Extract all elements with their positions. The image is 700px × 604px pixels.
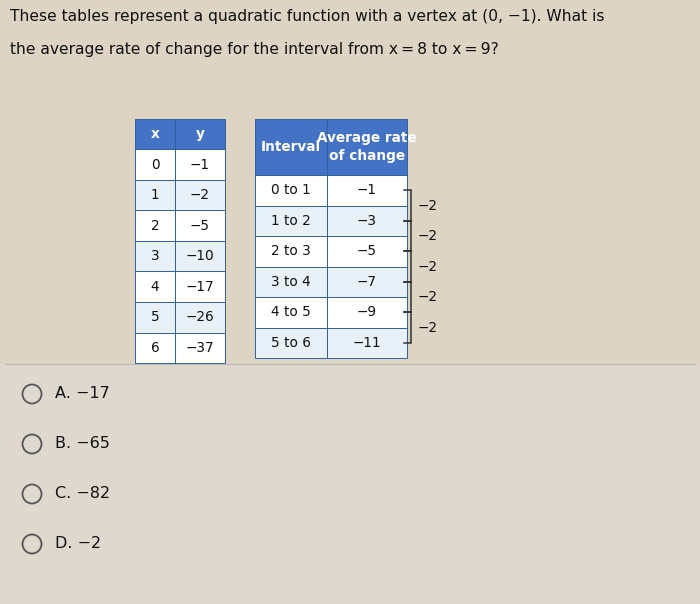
Bar [135,332,175,363]
Bar [327,205,407,236]
Text: −2: −2 [418,321,438,335]
Bar [175,150,225,180]
Text: −26: −26 [186,310,214,324]
Circle shape [22,484,41,504]
Bar [327,266,407,297]
Bar [135,302,175,332]
Text: 3 to 4: 3 to 4 [271,275,311,289]
Text: −3: −3 [357,214,377,228]
Text: 4: 4 [150,280,160,294]
Bar [255,327,327,358]
Text: −2: −2 [418,290,438,304]
Bar [327,236,407,266]
Text: −5: −5 [190,219,210,233]
Bar [255,119,327,175]
Text: y: y [195,127,204,141]
Text: 3: 3 [150,249,160,263]
Bar [327,175,407,205]
Bar [175,180,225,211]
Text: −11: −11 [353,336,382,350]
Text: D. −2: D. −2 [55,536,101,551]
Text: −5: −5 [357,244,377,259]
Text: −1: −1 [190,158,210,172]
Text: −37: −37 [186,341,214,355]
Text: 5 to 6: 5 to 6 [271,336,311,350]
Text: x: x [150,127,160,141]
Text: −2: −2 [418,260,438,274]
Text: −2: −2 [418,229,438,243]
Bar [135,119,175,150]
Bar [255,297,327,327]
Bar [175,119,225,150]
Text: −9: −9 [357,305,377,320]
Circle shape [22,434,41,454]
Text: 2: 2 [150,219,160,233]
Bar [327,297,407,327]
Text: A. −17: A. −17 [55,387,110,402]
Text: −17: −17 [186,280,214,294]
Bar [135,241,175,272]
Bar [255,175,327,205]
Bar [327,327,407,358]
Text: 5: 5 [150,310,160,324]
Bar [135,180,175,211]
Text: 6: 6 [150,341,160,355]
Text: 1: 1 [150,188,160,202]
Text: −2: −2 [190,188,210,202]
Text: Interval: Interval [261,140,321,154]
Text: 4 to 5: 4 to 5 [271,305,311,320]
Bar [175,211,225,241]
Bar [135,211,175,241]
Text: −10: −10 [186,249,214,263]
Text: Average rate
of change: Average rate of change [317,131,416,162]
Bar [327,119,407,175]
Bar [175,302,225,332]
Text: C. −82: C. −82 [55,486,110,501]
Bar [135,150,175,180]
Bar [175,332,225,363]
Text: 0: 0 [150,158,160,172]
Text: −7: −7 [357,275,377,289]
Bar [175,241,225,272]
Bar [0,364,700,604]
Text: −1: −1 [357,183,377,198]
Bar [255,236,327,266]
Bar [255,205,327,236]
Circle shape [22,385,41,403]
Bar [135,272,175,302]
Circle shape [22,535,41,553]
Text: These tables represent a quadratic function with a vertex at (0, −1). What is: These tables represent a quadratic funct… [10,9,605,24]
Bar [255,266,327,297]
Text: 2 to 3: 2 to 3 [271,244,311,259]
Text: B. −65: B. −65 [55,437,110,452]
Text: −2: −2 [418,199,438,213]
Bar [175,272,225,302]
Text: 1 to 2: 1 to 2 [271,214,311,228]
Text: 0 to 1: 0 to 1 [271,183,311,198]
Text: the average rate of change for the interval from x = 8 to x = 9?: the average rate of change for the inter… [10,42,499,57]
